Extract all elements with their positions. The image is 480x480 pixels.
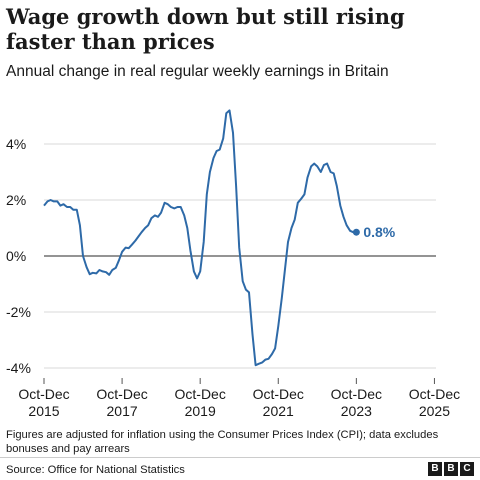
x-tick-label: Oct-Dec bbox=[96, 386, 147, 402]
y-tick-label: -4% bbox=[6, 360, 31, 376]
divider bbox=[0, 457, 480, 458]
x-tick-label: 2025 bbox=[419, 403, 450, 419]
y-tick-labels: 4% 2% 0% -2% -4% bbox=[6, 136, 31, 376]
x-tick-label: 2021 bbox=[263, 403, 294, 419]
x-tick-label: Oct-Dec bbox=[253, 386, 304, 402]
y-tick-label: 0% bbox=[6, 248, 26, 264]
x-tick-label: 2019 bbox=[185, 403, 216, 419]
chart-title: Wage growth down but still rising faster… bbox=[6, 4, 405, 54]
x-tick-label: Oct-Dec bbox=[331, 386, 382, 402]
x-tick-label: Oct-Dec bbox=[175, 386, 226, 402]
x-tick-label: 2023 bbox=[341, 403, 372, 419]
bbc-logo: B B C bbox=[428, 462, 474, 476]
footnote: Figures are adjusted for inflation using… bbox=[6, 429, 439, 455]
end-value-label: 0.8% bbox=[363, 224, 395, 240]
y-tick-label: 4% bbox=[6, 136, 26, 152]
logo-letter: C bbox=[460, 462, 474, 476]
data-series: 0.8% bbox=[43, 109, 396, 367]
line-chart: 4%2%0%-2%-4% Oct-Dec2015Oct-Dec2017Oct-D… bbox=[6, 109, 460, 419]
x-tick-label: 2015 bbox=[28, 403, 59, 419]
y-tick-label: 2% bbox=[6, 192, 26, 208]
logo-letter: B bbox=[428, 462, 442, 476]
series-line bbox=[43, 109, 357, 367]
logo-letter: B bbox=[444, 462, 458, 476]
x-tick-label: 2017 bbox=[107, 403, 138, 419]
x-tick-labels: Oct-Dec2015Oct-Dec2017Oct-Dec2019Oct-Dec… bbox=[18, 378, 460, 419]
source-text: Source: Office for National Statistics bbox=[6, 464, 185, 476]
x-tick-label: Oct-Dec bbox=[409, 386, 460, 402]
y-tick-label: -2% bbox=[6, 304, 31, 320]
chart-subtitle: Annual change in real regular weekly ear… bbox=[6, 63, 389, 80]
x-tick-label: Oct-Dec bbox=[18, 386, 69, 402]
end-point-marker bbox=[352, 228, 360, 236]
